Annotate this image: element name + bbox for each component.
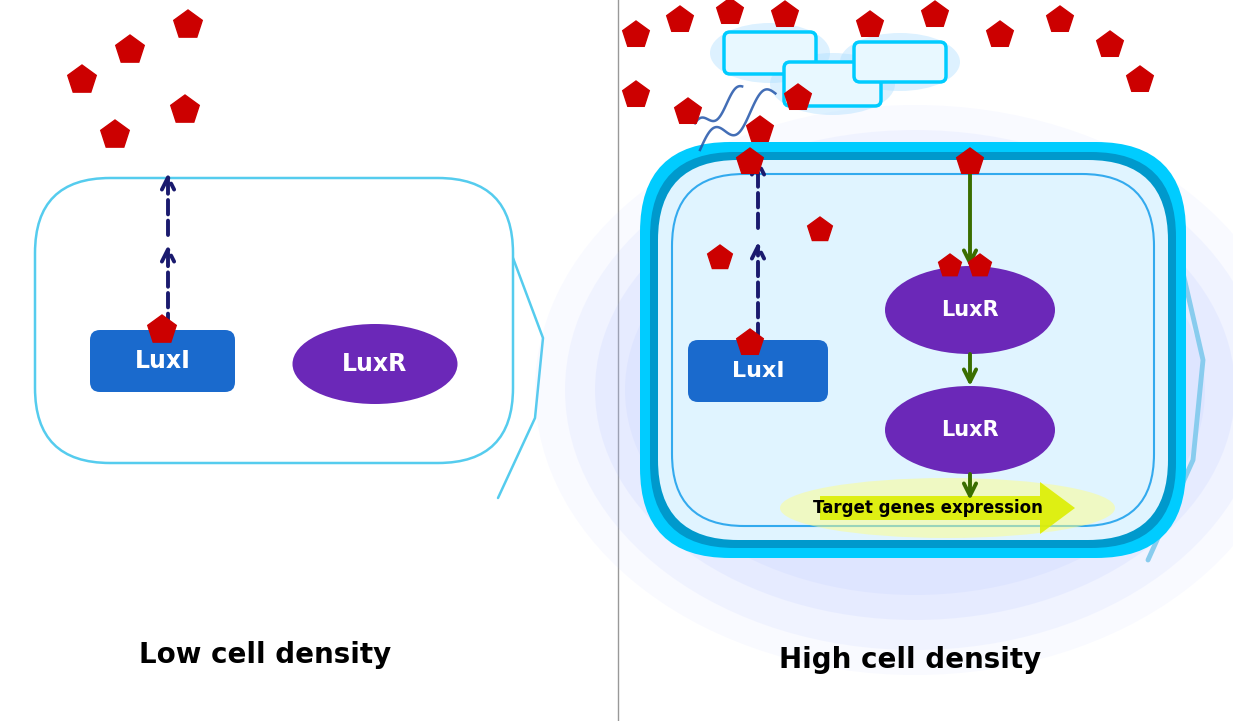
FancyBboxPatch shape bbox=[784, 62, 882, 106]
Polygon shape bbox=[820, 482, 1075, 534]
Ellipse shape bbox=[596, 160, 1233, 620]
Polygon shape bbox=[857, 11, 883, 36]
Ellipse shape bbox=[535, 105, 1233, 675]
Polygon shape bbox=[736, 148, 763, 173]
Polygon shape bbox=[736, 329, 763, 354]
Polygon shape bbox=[1127, 66, 1153, 92]
Polygon shape bbox=[623, 81, 650, 106]
Polygon shape bbox=[1096, 31, 1123, 56]
Ellipse shape bbox=[565, 130, 1233, 650]
Ellipse shape bbox=[885, 266, 1055, 354]
FancyBboxPatch shape bbox=[650, 152, 1176, 548]
Polygon shape bbox=[938, 254, 962, 275]
Polygon shape bbox=[174, 10, 202, 37]
Polygon shape bbox=[101, 120, 129, 147]
Polygon shape bbox=[1047, 6, 1073, 31]
Polygon shape bbox=[747, 116, 773, 141]
FancyBboxPatch shape bbox=[640, 142, 1186, 558]
Ellipse shape bbox=[769, 53, 895, 115]
Ellipse shape bbox=[625, 185, 1205, 595]
Polygon shape bbox=[784, 84, 811, 110]
FancyBboxPatch shape bbox=[854, 42, 946, 82]
FancyBboxPatch shape bbox=[658, 160, 1168, 540]
Polygon shape bbox=[68, 65, 96, 92]
Text: LuxI: LuxI bbox=[731, 361, 784, 381]
Text: LuxI: LuxI bbox=[134, 349, 190, 373]
Polygon shape bbox=[922, 1, 948, 27]
FancyBboxPatch shape bbox=[688, 340, 829, 402]
Ellipse shape bbox=[885, 386, 1055, 474]
Polygon shape bbox=[116, 35, 144, 62]
Polygon shape bbox=[667, 6, 693, 31]
Text: LuxR: LuxR bbox=[941, 420, 999, 440]
Polygon shape bbox=[148, 315, 176, 342]
Ellipse shape bbox=[292, 324, 457, 404]
Polygon shape bbox=[674, 98, 702, 123]
Polygon shape bbox=[969, 254, 991, 275]
Text: Target genes expression: Target genes expression bbox=[813, 499, 1042, 517]
Ellipse shape bbox=[840, 33, 961, 91]
Text: High cell density: High cell density bbox=[779, 646, 1041, 674]
Polygon shape bbox=[623, 21, 650, 46]
Polygon shape bbox=[708, 245, 732, 268]
Text: LuxR: LuxR bbox=[941, 300, 999, 320]
Text: Low cell density: Low cell density bbox=[139, 641, 391, 669]
Polygon shape bbox=[986, 21, 1014, 46]
FancyBboxPatch shape bbox=[35, 178, 513, 463]
FancyBboxPatch shape bbox=[90, 330, 236, 392]
Ellipse shape bbox=[780, 478, 1115, 538]
Ellipse shape bbox=[710, 23, 830, 83]
Polygon shape bbox=[772, 1, 798, 27]
Text: LuxR: LuxR bbox=[343, 352, 408, 376]
Polygon shape bbox=[957, 148, 983, 173]
FancyBboxPatch shape bbox=[724, 32, 816, 74]
Polygon shape bbox=[808, 217, 832, 241]
Polygon shape bbox=[716, 0, 743, 23]
Polygon shape bbox=[170, 95, 200, 122]
